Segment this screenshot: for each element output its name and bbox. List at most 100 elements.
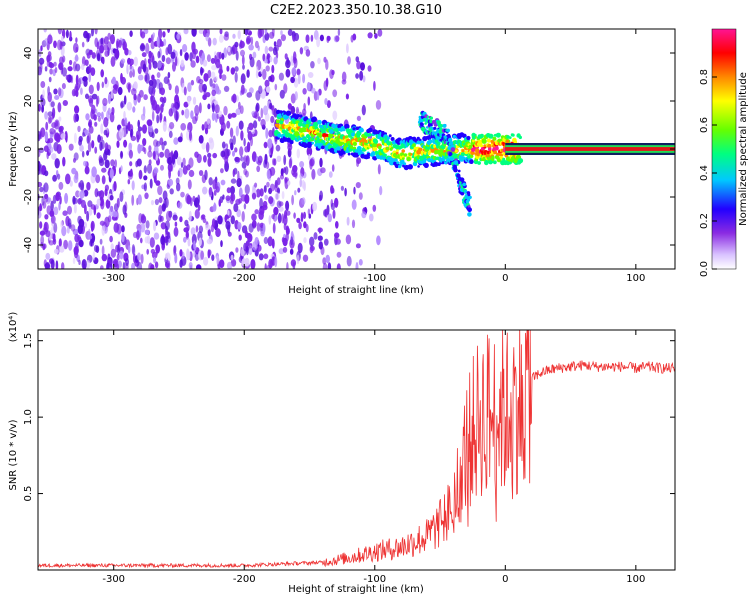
- noise-speckle: [213, 189, 217, 196]
- noise-speckle: [285, 68, 291, 78]
- noise-speckle: [294, 190, 297, 196]
- noise-speckle: [118, 39, 122, 49]
- noise-speckle: [355, 73, 359, 79]
- noise-speckle: [223, 105, 228, 116]
- noise-speckle: [246, 69, 250, 78]
- noise-speckle: [198, 170, 204, 176]
- noise-speckle: [84, 59, 89, 66]
- noise-speckle: [362, 75, 366, 83]
- carrier-blob: [497, 134, 500, 137]
- noise-speckle: [158, 214, 162, 223]
- carrier-blob: [471, 147, 476, 152]
- carrier-blob: [371, 152, 376, 156]
- noise-speckle: [201, 214, 206, 220]
- noise-speckle: [110, 159, 115, 167]
- noise-speckle: [254, 237, 259, 246]
- noise-speckle: [202, 186, 208, 195]
- noise-speckle: [125, 124, 129, 135]
- noise-speckle: [165, 57, 171, 65]
- noise-speckle: [88, 125, 94, 134]
- noise-speckle: [48, 240, 54, 246]
- noise-speckle: [187, 238, 191, 247]
- noise-speckle: [128, 149, 133, 159]
- noise-speckle: [208, 137, 214, 144]
- noise-speckle: [118, 127, 125, 139]
- noise-speckle: [152, 78, 157, 89]
- carrier-blob: [492, 136, 497, 141]
- noise-speckle: [144, 229, 150, 235]
- noise-speckle: [287, 180, 291, 186]
- noise-speckle: [143, 175, 148, 181]
- noise-speckle: [218, 51, 222, 60]
- noise-speckle: [149, 178, 153, 189]
- noise-speckle: [234, 147, 238, 153]
- noise-speckle: [317, 235, 323, 241]
- noise-speckle: [148, 145, 152, 153]
- noise-speckle: [95, 174, 101, 184]
- noise-speckle: [301, 197, 306, 205]
- noise-speckle: [66, 226, 70, 234]
- noise-speckle: [65, 74, 69, 81]
- noise-speckle: [282, 246, 288, 253]
- noise-speckle: [307, 208, 311, 216]
- noise-speckle: [224, 154, 229, 165]
- noise-speckle: [188, 210, 192, 222]
- branch-blob: [442, 123, 447, 128]
- noise-speckle: [287, 143, 293, 151]
- carrier-blob: [323, 142, 327, 146]
- noise-speckle: [353, 186, 356, 195]
- noise-speckle: [58, 238, 62, 248]
- noise-speckle: [101, 225, 106, 236]
- noise-speckle: [104, 184, 109, 191]
- noise-speckle: [296, 217, 301, 223]
- noise-speckle: [147, 150, 153, 158]
- carrier-blob: [495, 145, 499, 149]
- noise-speckle: [230, 178, 237, 184]
- noise-speckle: [235, 50, 239, 61]
- noise-speckle: [148, 50, 152, 59]
- noise-speckle: [83, 78, 88, 88]
- branch-blob: [429, 119, 433, 124]
- noise-speckle: [69, 59, 73, 66]
- noise-speckle: [220, 179, 226, 186]
- noise-speckle: [73, 174, 79, 184]
- noise-speckle: [50, 200, 54, 211]
- carrier-blob: [454, 149, 458, 153]
- noise-speckle: [346, 216, 350, 226]
- noise-speckle: [274, 192, 280, 201]
- noise-speckle: [323, 80, 328, 91]
- noise-speckle: [268, 46, 274, 52]
- noise-speckle: [360, 62, 365, 71]
- noise-speckle: [359, 70, 364, 81]
- noise-speckle: [224, 161, 230, 173]
- noise-speckle: [120, 58, 126, 64]
- noise-speckle: [179, 216, 183, 223]
- noise-speckle: [182, 165, 188, 175]
- noise-speckle: [113, 84, 118, 90]
- noise-speckle: [50, 259, 55, 269]
- noise-speckle: [203, 256, 209, 266]
- noise-speckle: [148, 37, 152, 43]
- noise-speckle: [207, 103, 211, 110]
- noise-speckle: [226, 120, 231, 129]
- noise-speckle: [324, 98, 328, 105]
- noise-speckle: [230, 194, 234, 201]
- carrier-blob: [366, 152, 371, 157]
- noise-speckle: [232, 150, 235, 157]
- noise-speckle: [251, 129, 256, 135]
- noise-speckle: [43, 182, 49, 193]
- noise-speckle: [167, 43, 173, 55]
- noise-speckle: [237, 170, 240, 182]
- noise-speckle: [347, 56, 351, 65]
- noise-speckle: [240, 84, 245, 95]
- noise-speckle: [38, 57, 45, 65]
- noise-speckle: [158, 197, 163, 204]
- noise-speckle: [123, 139, 128, 148]
- noise-speckle: [54, 158, 60, 169]
- noise-speckle: [358, 192, 363, 200]
- carrier-blob: [308, 118, 312, 122]
- noise-speckle: [332, 110, 338, 121]
- noise-speckle: [182, 157, 186, 167]
- noise-speckle: [210, 57, 216, 64]
- noise-speckle: [103, 117, 109, 128]
